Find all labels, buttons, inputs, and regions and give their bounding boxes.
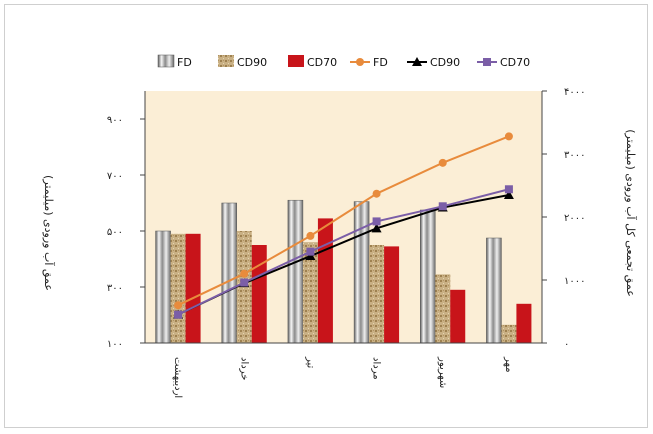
legend-label: CD90 <box>237 56 267 69</box>
point-fd-3 <box>373 190 381 198</box>
right-axis-ticks: ۰ ۱۰۰۰ ۲۰۰۰ ۳۰۰۰ ۴۰۰۰ <box>542 87 585 350</box>
legend-label: CD70 <box>307 56 337 69</box>
point-cd70-1 <box>240 279 248 287</box>
bar-fd-5 <box>486 238 501 343</box>
x-tick-label: اردیبهشت <box>172 357 183 398</box>
chart: ۱۰۰ ۳۰۰ ۵۰۰ ۷۰۰ ۹۰۰ ۰ ۱۰۰۰ ۲۰۰۰ ۳۰۰۰ ۴۰۰۰ اردیبه… <box>5 5 649 429</box>
point-cd70-0 <box>174 311 182 319</box>
bar-cd70-1 <box>252 245 267 343</box>
legend-swatch <box>288 55 304 67</box>
legend-swatch <box>218 55 234 67</box>
point-fd-4 <box>439 159 447 167</box>
left-tick-label: ۹۰۰ <box>107 115 123 126</box>
left-axis-ticks: ۱۰۰ ۳۰۰ ۵۰۰ ۷۰۰ ۹۰۰ <box>107 115 145 350</box>
bar-fd-1 <box>222 203 237 343</box>
bar-cd70-4 <box>450 290 465 343</box>
bar-cd90-4 <box>435 274 450 343</box>
point-cd70-3 <box>373 217 381 225</box>
point-fd-1 <box>240 270 248 278</box>
bar-cd70-3 <box>384 246 399 343</box>
x-tick-label: مهر <box>503 356 514 372</box>
bar-cd90-5 <box>501 325 516 343</box>
legend-item-2: CD70 <box>288 55 337 69</box>
right-axis-title: عمق تجمعی کل آب ورودی (میلیمتر) <box>623 129 638 297</box>
x-tick-label: شهریور <box>437 356 448 388</box>
point-cd70-2 <box>306 248 314 256</box>
bar-cd70-2 <box>318 218 333 343</box>
point-cd70-4 <box>439 202 447 210</box>
bar-cd90-3 <box>369 245 384 343</box>
point-fd-legend <box>356 58 364 66</box>
left-tick-label: ۳۰۰ <box>107 283 123 294</box>
point-fd-5 <box>505 132 513 140</box>
legend-label: CD70 <box>500 56 530 69</box>
x-tick-label: خرداد <box>238 357 249 380</box>
point-fd-0 <box>174 301 182 309</box>
bar-cd70-0 <box>186 234 201 343</box>
legend-item-3: FD <box>350 56 388 69</box>
legend-item-0: FD <box>158 55 192 69</box>
legend-label: FD <box>177 56 192 69</box>
legend-item-4: CD90 <box>407 56 460 69</box>
bar-fd-4 <box>420 210 435 343</box>
right-tick-label: ۱۰۰۰ <box>564 276 585 287</box>
left-tick-label: ۷۰۰ <box>107 171 123 182</box>
legend-item-5: CD70 <box>477 56 530 69</box>
legend-label: CD90 <box>430 56 460 69</box>
left-tick-label: ۵۰۰ <box>107 227 123 238</box>
bar-cd70-5 <box>516 304 531 343</box>
x-axis-labels: اردیبهشت خرداد تیر مرداد شهریور مهر <box>172 356 514 398</box>
left-axis-title: عمق آب ورودی (میلیمتر) <box>41 175 56 291</box>
bar-cd90-0 <box>171 234 186 343</box>
point-fd-2 <box>306 232 314 240</box>
bar-fd-2 <box>288 200 303 343</box>
chart-frame: ۱۰۰ ۳۰۰ ۵۰۰ ۷۰۰ ۹۰۰ ۰ ۱۰۰۰ ۲۰۰۰ ۳۰۰۰ ۴۰۰۰ اردیبه… <box>4 4 648 428</box>
x-tick-label: تیر <box>304 356 315 369</box>
left-tick-label: ۱۰۰ <box>107 339 123 350</box>
right-tick-label: ۴۰۰۰ <box>564 87 585 98</box>
bar-fd-3 <box>354 202 369 343</box>
plot-area <box>145 91 542 343</box>
legend: FD CD90 CD70 FD CD90 CD70 <box>158 55 530 69</box>
point-cd70-5 <box>505 185 513 193</box>
right-tick-label: ۲۰۰۰ <box>564 213 585 224</box>
legend-label: FD <box>373 56 388 69</box>
point-cd70-legend <box>483 58 491 66</box>
legend-item-1: CD90 <box>218 55 267 69</box>
right-tick-label: ۰ <box>564 339 569 350</box>
right-tick-label: ۳۰۰۰ <box>564 150 585 161</box>
legend-swatch <box>158 55 174 67</box>
x-tick-label: مرداد <box>371 357 382 380</box>
bar-fd-0 <box>156 231 171 343</box>
